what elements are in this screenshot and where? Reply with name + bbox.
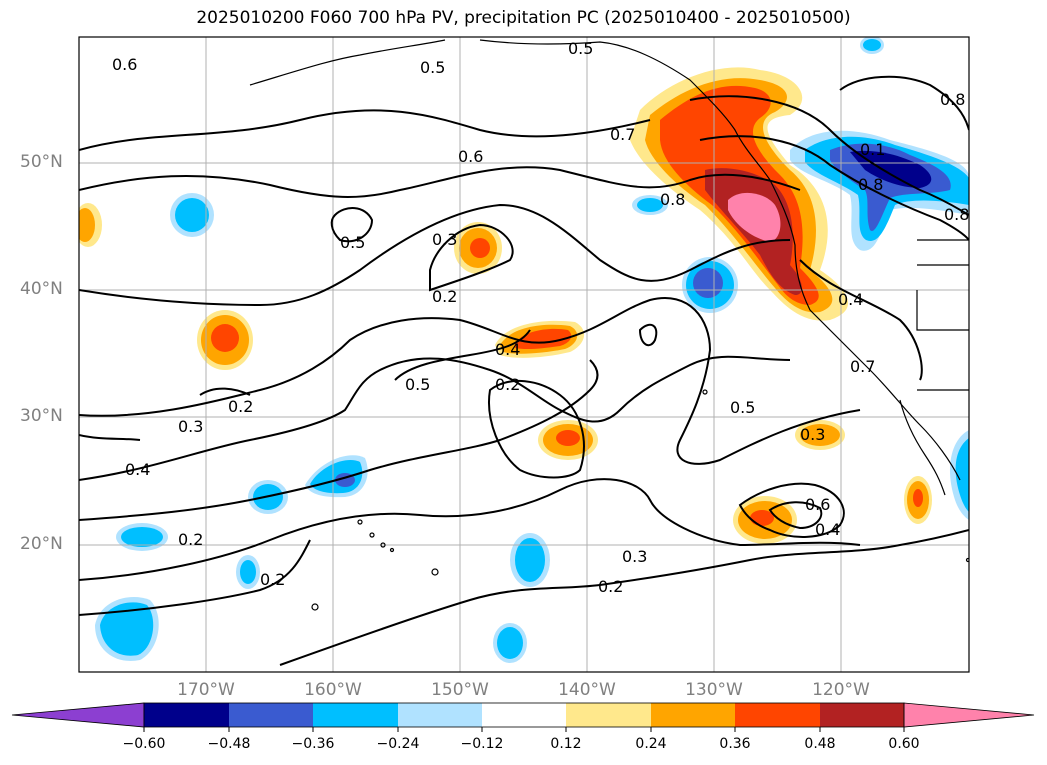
map-frame bbox=[78, 36, 970, 673]
contour-label: 0.8 bbox=[660, 190, 685, 209]
contour-label: 0.2 bbox=[178, 530, 203, 549]
contour-label: 0.6 bbox=[805, 495, 830, 514]
contour-label: 0.5 bbox=[420, 58, 445, 77]
colorbar-tick-label: 0.24 bbox=[635, 736, 667, 752]
contour-label: 0.2 bbox=[495, 375, 520, 394]
contour-label: 0.3 bbox=[432, 230, 457, 249]
contour-label: 0.4 bbox=[125, 460, 150, 479]
contour-label: 0.3 bbox=[178, 417, 203, 436]
contour-label: 0.6 bbox=[458, 147, 483, 166]
map-title: 2025010200 F060 700 hPa PV, precipitatio… bbox=[196, 8, 851, 28]
lon-tick-label: 160°W bbox=[304, 680, 362, 700]
contour-label: 0.2 bbox=[432, 287, 457, 306]
contour-label: 0.7 bbox=[850, 357, 875, 376]
contour-label: 0.1 bbox=[860, 140, 885, 159]
pv-contours bbox=[79, 75, 969, 666]
contour-label: 0.3 bbox=[800, 425, 825, 444]
contour-label: 0.8 bbox=[944, 205, 969, 224]
contour-labels: 0.6 0.5 0.5 0.7 0.6 0.8 0.5 0.3 0.2 0.4 … bbox=[112, 39, 969, 596]
colorbar-tick-label: −0.60 bbox=[122, 736, 166, 752]
contour-label: 0.5 bbox=[405, 375, 430, 394]
contour-label: 0.8 bbox=[858, 175, 883, 194]
precipitation-shading bbox=[79, 37, 969, 672]
lon-tick-label: 150°W bbox=[431, 680, 489, 700]
colorbar-tick-label: −0.12 bbox=[460, 736, 504, 752]
colorbar-tick-label: −0.24 bbox=[376, 736, 420, 752]
colorbar bbox=[11, 702, 1035, 732]
contour-label: 0.5 bbox=[568, 39, 593, 58]
contour-label: 0.2 bbox=[260, 570, 285, 589]
contour-label: 0.6 bbox=[112, 55, 137, 74]
gridlines bbox=[79, 37, 969, 672]
contour-label: 0.7 bbox=[610, 125, 635, 144]
colorbar-tick-label: −0.36 bbox=[291, 736, 335, 752]
lat-tick-label: 50°N bbox=[20, 152, 63, 172]
lon-tick-label: 170°W bbox=[177, 680, 235, 700]
colorbar-tick-label: −0.48 bbox=[207, 736, 251, 752]
lat-tick-label: 30°N bbox=[20, 406, 63, 426]
contour-label: 0.3 bbox=[622, 547, 647, 566]
lon-tick-label: 120°W bbox=[812, 680, 870, 700]
contour-label: 0.2 bbox=[598, 577, 623, 596]
contour-label: 0.4 bbox=[815, 520, 840, 539]
coastlines bbox=[249, 39, 969, 611]
lat-tick-label: 20°N bbox=[20, 534, 63, 554]
colorbar-tick-label: 0.12 bbox=[550, 736, 582, 752]
lon-tick-label: 130°W bbox=[685, 680, 743, 700]
colorbar-tick-label: 0.48 bbox=[804, 736, 836, 752]
lat-tick-label: 40°N bbox=[20, 279, 63, 299]
contour-label: 0.5 bbox=[340, 233, 365, 252]
colorbar-tick-label: 0.36 bbox=[719, 736, 751, 752]
contour-label: 0.8 bbox=[940, 90, 965, 109]
lon-tick-label: 140°W bbox=[558, 680, 616, 700]
colorbar-tick-label: 0.60 bbox=[888, 736, 920, 752]
contour-label: 0.4 bbox=[838, 290, 863, 309]
contour-label: 0.5 bbox=[730, 398, 755, 417]
contour-label: 0.2 bbox=[228, 397, 253, 416]
contour-label: 0.4 bbox=[495, 340, 520, 359]
